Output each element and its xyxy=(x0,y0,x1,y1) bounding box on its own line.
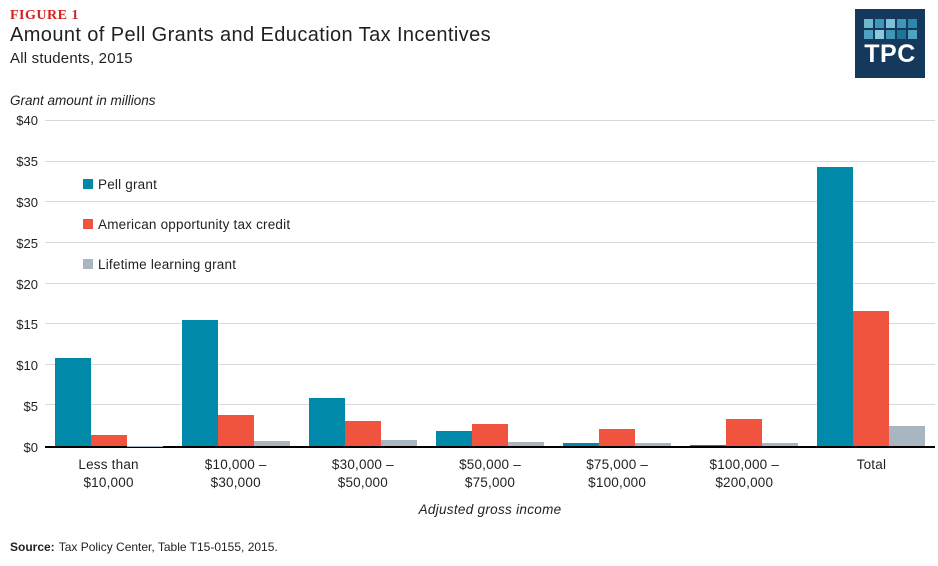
y-tick-label: $35 xyxy=(16,153,38,169)
chart-subtitle: All students, 2015 xyxy=(10,50,133,67)
gridline-15 xyxy=(45,323,935,325)
bar-group-4 xyxy=(426,121,553,446)
bar xyxy=(344,420,381,446)
gridline-40 xyxy=(45,120,935,121)
y-tick-label: $15 xyxy=(16,317,38,333)
gridline-30 xyxy=(45,201,935,203)
y-tick-label: $5 xyxy=(23,399,38,415)
bar xyxy=(635,442,672,446)
bar xyxy=(762,443,799,446)
bar xyxy=(54,358,91,446)
x-tick-label: $30,000 – $50,000 xyxy=(331,457,394,490)
legend-label: American opportunity tax credit xyxy=(98,216,291,232)
bar-group-7 xyxy=(808,121,935,446)
bar xyxy=(817,166,854,446)
legend: Pell grant American opportunity tax credi… xyxy=(83,175,290,295)
figure-label: FIGURE 1 xyxy=(10,8,79,23)
x-tick-label: $50,000 – $75,000 xyxy=(459,457,521,490)
bar-group-2 xyxy=(172,121,299,446)
tpc-logo-tile xyxy=(896,30,906,39)
bar xyxy=(563,442,600,446)
y-tick-label: $25 xyxy=(16,235,38,251)
legend-marker-icon xyxy=(83,179,93,189)
tpc-logo-tiles xyxy=(863,19,917,39)
bar-group-3 xyxy=(299,121,426,446)
bar xyxy=(471,424,508,446)
tpc-logo-tile xyxy=(863,30,873,39)
tpc-logo: TPC xyxy=(855,9,925,78)
legend-label: Lifetime learning grant xyxy=(98,256,237,272)
bar xyxy=(435,431,472,446)
y-axis-title: Grant amount in millions xyxy=(10,93,156,108)
tpc-logo-tile xyxy=(896,19,906,28)
bar xyxy=(726,419,763,446)
bar xyxy=(253,441,290,446)
bar xyxy=(853,311,890,446)
gridline-20 xyxy=(45,282,935,284)
source-line: Source: Tax Policy Center, Table T15-0155… xyxy=(10,540,278,554)
tpc-logo-text: TPC xyxy=(864,40,916,68)
x-tick-label: Less than $10,000 xyxy=(78,457,139,490)
tpc-logo-tile xyxy=(874,30,884,39)
bar xyxy=(181,320,218,446)
legend-marker-icon xyxy=(83,259,93,269)
bar-group-5 xyxy=(554,121,681,446)
tpc-logo-tile xyxy=(885,30,895,39)
y-tick-label: $10 xyxy=(16,358,38,374)
bar xyxy=(90,434,127,446)
chart-title: Amount of Pell Grants and Education Tax … xyxy=(10,24,492,46)
y-tick-label: $20 xyxy=(16,276,38,292)
bar-group-1 xyxy=(45,121,172,446)
bar xyxy=(889,425,926,446)
gridline-25 xyxy=(45,241,935,243)
y-tick-label: $40 xyxy=(16,113,38,128)
gridline-10 xyxy=(45,363,935,365)
x-tick-label: $75,000 – $100,000 xyxy=(586,457,649,490)
x-tick-label: $10,000 – $30,000 xyxy=(204,457,267,490)
bar-group-6 xyxy=(681,121,808,446)
bar xyxy=(217,415,254,446)
tpc-logo-tile xyxy=(885,19,895,28)
bar xyxy=(599,428,636,446)
bar xyxy=(380,440,417,446)
gridline-5 xyxy=(45,404,935,406)
tpc-logo-tile xyxy=(863,19,873,28)
legend-item: Pell grant xyxy=(83,175,290,193)
gridline-35 xyxy=(45,160,935,162)
bar xyxy=(507,441,544,446)
tpc-logo-tile xyxy=(874,19,884,28)
x-tick-label: $100,000 – $200,000 xyxy=(709,457,780,490)
x-axis-tick-labels: Less than $10,000 $10,000 – $30,000 $30,00… xyxy=(45,456,935,491)
tpc-logo-tile xyxy=(907,19,917,28)
legend-item: Lifetime learning grant xyxy=(83,255,290,273)
source-label: Source: xyxy=(10,540,55,554)
y-axis-tick-labels: $40 $35 $30 $25 $20 $15 $10 $5 $0 xyxy=(0,113,38,455)
x-axis-title: Adjusted gross income xyxy=(418,502,562,517)
y-tick-label: $0 xyxy=(23,440,38,455)
legend-item: American opportunity tax credit xyxy=(83,215,290,233)
legend-label: Pell grant xyxy=(98,176,158,192)
y-tick-label: $30 xyxy=(16,194,38,210)
x-tick-label: Total xyxy=(856,457,887,472)
plot-area: Pell grant American opportunity tax credi… xyxy=(45,120,935,448)
bar-groups xyxy=(45,121,935,446)
bar xyxy=(690,444,727,446)
tpc-logo-tile xyxy=(907,30,917,39)
bar xyxy=(308,398,345,446)
legend-marker-icon xyxy=(83,219,93,229)
source-text: Tax Policy Center, Table T15-0155, 2015. xyxy=(58,540,278,554)
